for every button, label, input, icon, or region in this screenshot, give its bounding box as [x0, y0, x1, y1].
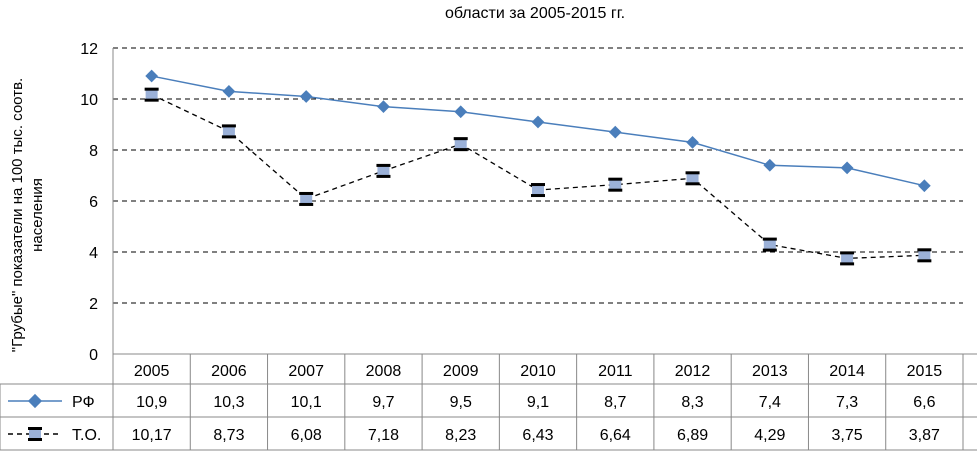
marker-bar — [608, 177, 623, 181]
marker-bar — [762, 237, 777, 241]
marker-bar — [685, 182, 700, 186]
marker-bar — [608, 188, 623, 192]
y-tick-label: 0 — [89, 347, 98, 364]
marker-bar — [144, 98, 159, 102]
y-tick-label: 4 — [89, 245, 98, 262]
table-header-year: 2008 — [366, 363, 402, 380]
marker-bar — [376, 174, 391, 178]
table-cell-value: 8,7 — [604, 394, 626, 411]
data-point-rf — [840, 161, 854, 175]
table-header-year: 2015 — [907, 363, 943, 380]
marker-bar — [685, 171, 700, 175]
table-cell-value: 10,9 — [136, 394, 167, 411]
data-point-rf — [686, 135, 699, 149]
data-point-to — [454, 138, 467, 151]
data-point-to — [145, 88, 158, 101]
data-point-rf — [917, 179, 931, 193]
table-cell-value: 6,08 — [291, 427, 322, 444]
marker-bar — [221, 124, 236, 128]
marker-bar — [28, 438, 42, 441]
table-cell-value: 4,29 — [754, 427, 785, 444]
data-point-rf — [299, 90, 313, 103]
marker-bar — [531, 194, 545, 198]
data-point-to — [609, 178, 622, 191]
table-cell-value: 6,43 — [522, 427, 553, 444]
marker-bar — [376, 163, 391, 167]
data-point-to — [532, 184, 544, 197]
table-cell-value: 6,89 — [677, 427, 708, 444]
data-point-rf — [145, 69, 159, 83]
table-header-year: 2014 — [829, 363, 865, 380]
table-cell-value: 9,7 — [372, 394, 394, 411]
table-header-year: 2011 — [598, 363, 633, 380]
y-axis-label: "Грубые" показатели на 100 тыс. соотв. — [9, 78, 26, 352]
marker-bar — [144, 87, 159, 91]
table-header-year: 2010 — [520, 363, 556, 380]
y-axis-label-line2: населения — [29, 178, 46, 252]
marker-bar — [453, 137, 468, 141]
table-header-year: 2007 — [288, 363, 324, 380]
marker-bar — [840, 251, 855, 255]
y-tick-label: 8 — [89, 143, 98, 160]
marker-bar — [28, 427, 42, 430]
y-tick-label: 6 — [89, 194, 98, 211]
legend-rf-diamond-icon — [27, 393, 43, 409]
legend-rf-label: РФ — [72, 394, 95, 411]
marker-bar — [299, 202, 314, 206]
series-rf-line — [151, 75, 925, 187]
legend-to-square-icon — [29, 428, 41, 440]
table-cell-value: 3,75 — [832, 427, 863, 444]
table-cell-value: 8,23 — [445, 427, 476, 444]
table-cell-value: 7,4 — [759, 394, 781, 411]
data-point-rf — [222, 84, 236, 98]
y-tick-label: 2 — [89, 296, 98, 313]
marker-bar — [453, 148, 468, 152]
table-cell-value: 9,5 — [450, 394, 472, 411]
data-point-to — [763, 238, 776, 251]
table-header-year: 2012 — [675, 363, 711, 380]
marker-bar — [917, 259, 932, 263]
table-cell-value: 6,64 — [600, 427, 631, 444]
table-cell-value: 9,1 — [527, 394, 549, 411]
marker-bar — [299, 191, 314, 195]
data-point-to — [222, 125, 235, 138]
data-point-rf — [377, 100, 390, 114]
data-point-to — [841, 252, 854, 265]
data-point-to — [300, 192, 313, 205]
table-header-year: 2005 — [134, 363, 170, 380]
legend-to-label: Т.О. — [72, 427, 101, 444]
table-header-year: 2006 — [211, 363, 247, 380]
table-cell-value: 3,87 — [909, 427, 940, 444]
table-cell-value: 10,3 — [213, 394, 244, 411]
marker-bar — [917, 248, 932, 252]
marker-bar — [840, 262, 855, 266]
data-point-rf — [454, 105, 468, 119]
table-header-year: 2009 — [443, 363, 479, 380]
marker-bar — [531, 183, 545, 187]
table-cell-value: 6,6 — [913, 394, 935, 411]
data-point-to — [918, 249, 931, 262]
chart-title: области за 2005-2015 гг. — [445, 5, 625, 22]
data-point-rf — [608, 125, 622, 139]
data-point-rf — [763, 158, 777, 172]
table-cell-value: 8,3 — [681, 394, 703, 411]
y-tick-label: 10 — [80, 92, 98, 109]
y-tick-label: 12 — [80, 41, 98, 58]
data-point-rf — [531, 115, 545, 129]
data-point-to — [377, 164, 390, 177]
table-cell-value: 8,73 — [213, 427, 244, 444]
table-cell-value: 10,1 — [291, 394, 322, 411]
table-cell-value: 7,18 — [368, 427, 399, 444]
marker-bar — [221, 135, 236, 139]
data-point-to — [686, 172, 699, 185]
marker-bar — [762, 248, 777, 252]
table-header-year: 2013 — [752, 363, 788, 380]
table-cell-value: 7,3 — [836, 394, 858, 411]
table-cell-value: 10,17 — [132, 427, 172, 444]
